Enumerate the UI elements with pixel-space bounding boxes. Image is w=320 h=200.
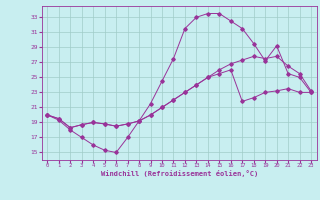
X-axis label: Windchill (Refroidissement éolien,°C): Windchill (Refroidissement éolien,°C) [100, 170, 258, 177]
